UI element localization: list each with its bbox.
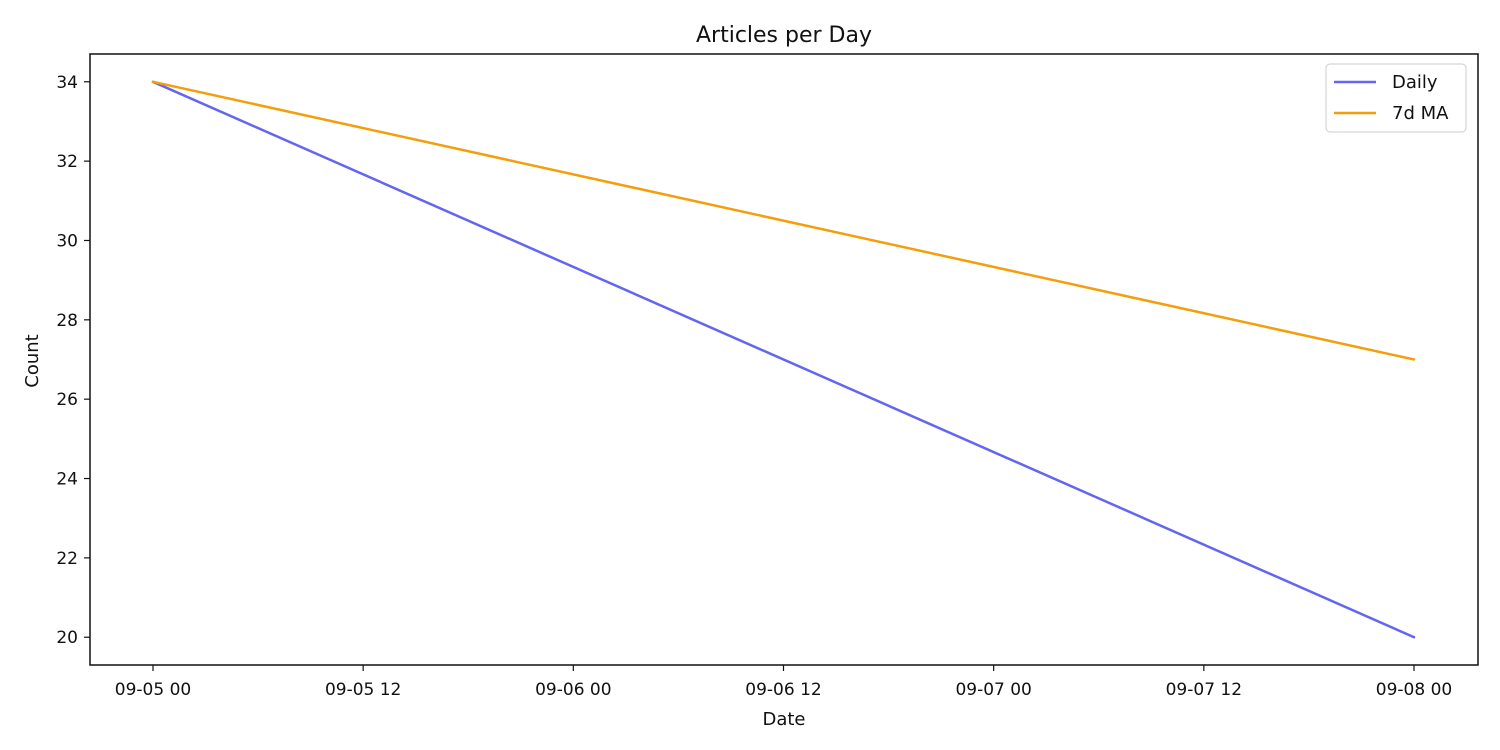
x-tick-label: 09-06 00 [535,680,611,700]
legend: Daily 7d MA [1325,63,1467,133]
series-line-7d-ma [151,80,1416,361]
y-tick-label: 28 [56,311,78,331]
x-tick-label: 09-05 12 [325,680,401,700]
title-layer: Articles per Day Date Count [22,23,872,730]
series-layer [151,80,1416,639]
x-axis-ticks: 09-05 00 09-05 12 09-06 00 09-06 12 09-07 00… [115,665,1452,700]
y-tick-label: 34 [56,73,78,93]
y-axis-ticks: 20 22 24 26 28 30 32 34 [56,73,90,648]
x-tick-label: 09-07 00 [955,680,1031,700]
y-tick-label: 32 [56,152,78,172]
legend-label: 7d MA [1392,103,1449,124]
legend-label: Daily [1392,72,1438,93]
y-tick-label: 26 [56,390,78,410]
y-tick-label: 22 [56,549,78,569]
y-tick-label: 30 [56,231,78,251]
x-axis-title: Date [762,709,805,730]
series-line-daily [151,80,1416,639]
x-tick-label: 09-07 12 [1166,680,1242,700]
x-tick-label: 09-08 00 [1376,680,1452,700]
x-tick-label: 09-06 12 [745,680,821,700]
y-tick-label: 24 [56,470,78,490]
x-tick-label: 09-05 00 [115,680,191,700]
chart-title: Articles per Day [696,23,872,48]
y-tick-label: 20 [56,628,78,648]
y-axis-title: Count [22,334,43,387]
